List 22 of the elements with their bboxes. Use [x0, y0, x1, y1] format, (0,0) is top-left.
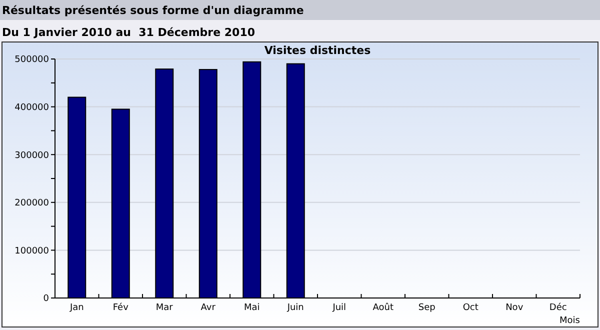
x-tick-label: Août: [372, 302, 394, 313]
y-tick-label: 500000: [14, 55, 50, 66]
y-tick-label: 300000: [14, 150, 50, 161]
chart-title: Visites distinctes: [264, 44, 372, 57]
x-tick-label: Mar: [156, 303, 174, 313]
y-tick-label: 200000: [14, 198, 50, 209]
x-axis-title: Mois: [560, 316, 580, 326]
x-tick-label: Juil: [332, 303, 346, 313]
x-tick-label: Juin: [286, 303, 304, 313]
text: Résultats présentés sous forme d'un diagramme: [2, 4, 304, 17]
x-tick-label: Nov: [506, 303, 524, 313]
x-tick-label: Jan: [68, 303, 84, 313]
y-tick-label: 0: [43, 294, 50, 304]
x-tick-label: Fév: [112, 302, 130, 313]
x-tick-label: Mai: [244, 303, 260, 313]
x-tick-label: Avr: [200, 303, 216, 313]
y-tick-label: 400000: [14, 102, 50, 113]
x-tick-label: Oct: [462, 303, 479, 313]
x-tick-label: Sep: [418, 303, 436, 313]
y-tick-label: 100000: [14, 246, 50, 256]
x-tick-label: Déc: [549, 302, 567, 313]
chart-subtitle: Du 1 Janvier 2010 au 31 Décembre 2010: [2, 26, 256, 39]
